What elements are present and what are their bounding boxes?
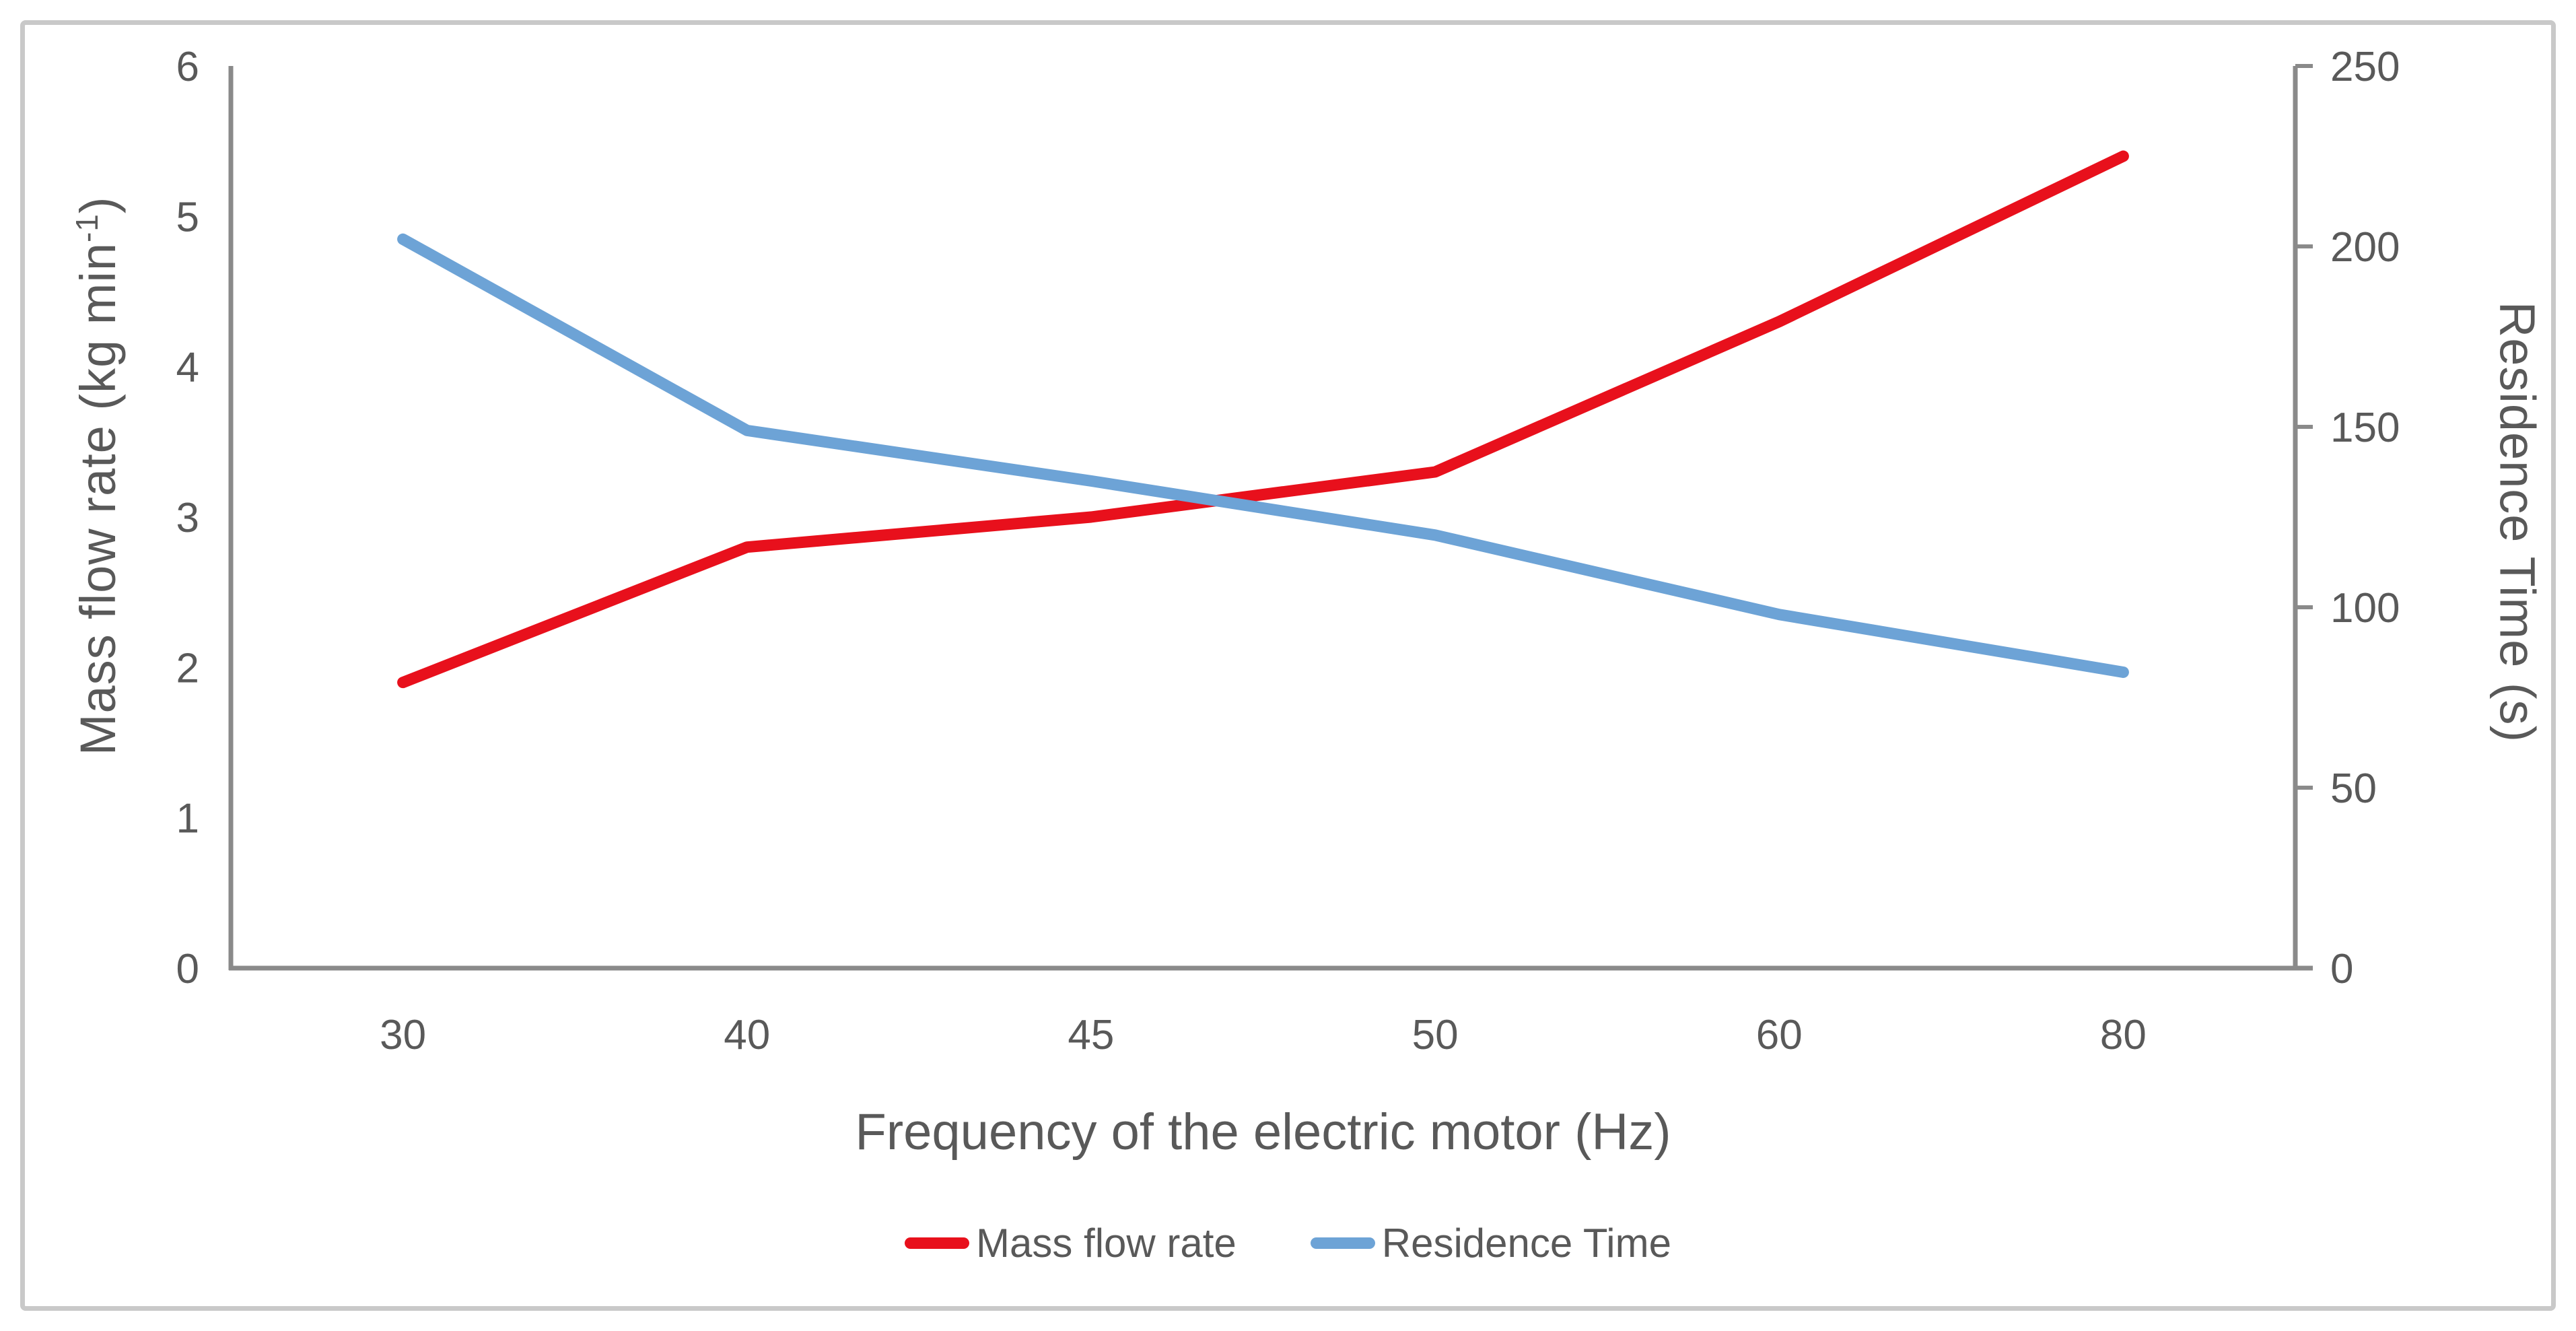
left-y-tick-label: 4 — [176, 345, 199, 391]
right-y-tick-label: 200 — [2330, 224, 2400, 271]
right-y-tick-label: 100 — [2330, 585, 2400, 632]
data-series-lines — [397, 150, 2129, 689]
legend-item-residence-time: Residence Time — [1310, 1220, 1671, 1266]
right-y-tick-label: 250 — [2330, 44, 2400, 90]
left-y-tick-label: 6 — [176, 44, 199, 90]
right-y-tick-label: 150 — [2330, 405, 2400, 451]
legend-item-mass-flow-rate: Mass flow rate — [905, 1220, 1237, 1266]
chart-legend: Mass flow rate Residence Time — [0, 1220, 2576, 1266]
legend-line-swatch-blue — [1310, 1237, 1375, 1249]
legend-label: Mass flow rate — [976, 1221, 1237, 1266]
x-axis-title: Frequency of the electric motor (Hz) — [855, 1103, 1671, 1161]
x-tick-label: 80 — [2100, 1012, 2147, 1058]
left-y-axis-title: Mass flow rate (kg min-1) — [69, 72, 127, 880]
axes — [228, 64, 2313, 971]
legend-label: Residence Time — [1381, 1221, 1671, 1266]
x-tick-label: 40 — [724, 1012, 770, 1058]
x-tick-label: 50 — [1412, 1012, 1459, 1058]
x-tick-label: 30 — [380, 1012, 426, 1058]
left-y-axis-title-suffix: ) — [69, 196, 126, 214]
left-y-tick-label: 5 — [176, 194, 199, 240]
left-y-tick-label: 2 — [176, 645, 199, 691]
left-y-tick-label: 1 — [176, 796, 199, 842]
legend-line-swatch-red — [905, 1237, 969, 1249]
left-y-axis-title-superscript: -1 — [69, 213, 105, 243]
left-y-tick-label: 3 — [176, 495, 199, 541]
x-axis-tick-labels: 30 40 45 50 60 80 — [380, 1012, 2147, 1058]
right-y-tick-label: 0 — [2330, 946, 2353, 992]
x-tick-label: 60 — [1756, 1012, 1803, 1058]
left-y-tick-label: 0 — [176, 946, 199, 992]
series-line-mass-flow-rate — [397, 150, 2129, 689]
x-tick-label: 45 — [1068, 1012, 1114, 1058]
axis-tick-labels: 6 5 4 3 2 1 0 250 200 150 100 50 0 — [176, 44, 2400, 992]
right-y-axis-title: Residence Time (s) — [2489, 301, 2546, 743]
series-line-residence-time — [397, 233, 2129, 678]
right-y-tick-label: 50 — [2330, 765, 2377, 812]
left-y-axis-title-text: Mass flow rate (kg min — [69, 242, 126, 756]
